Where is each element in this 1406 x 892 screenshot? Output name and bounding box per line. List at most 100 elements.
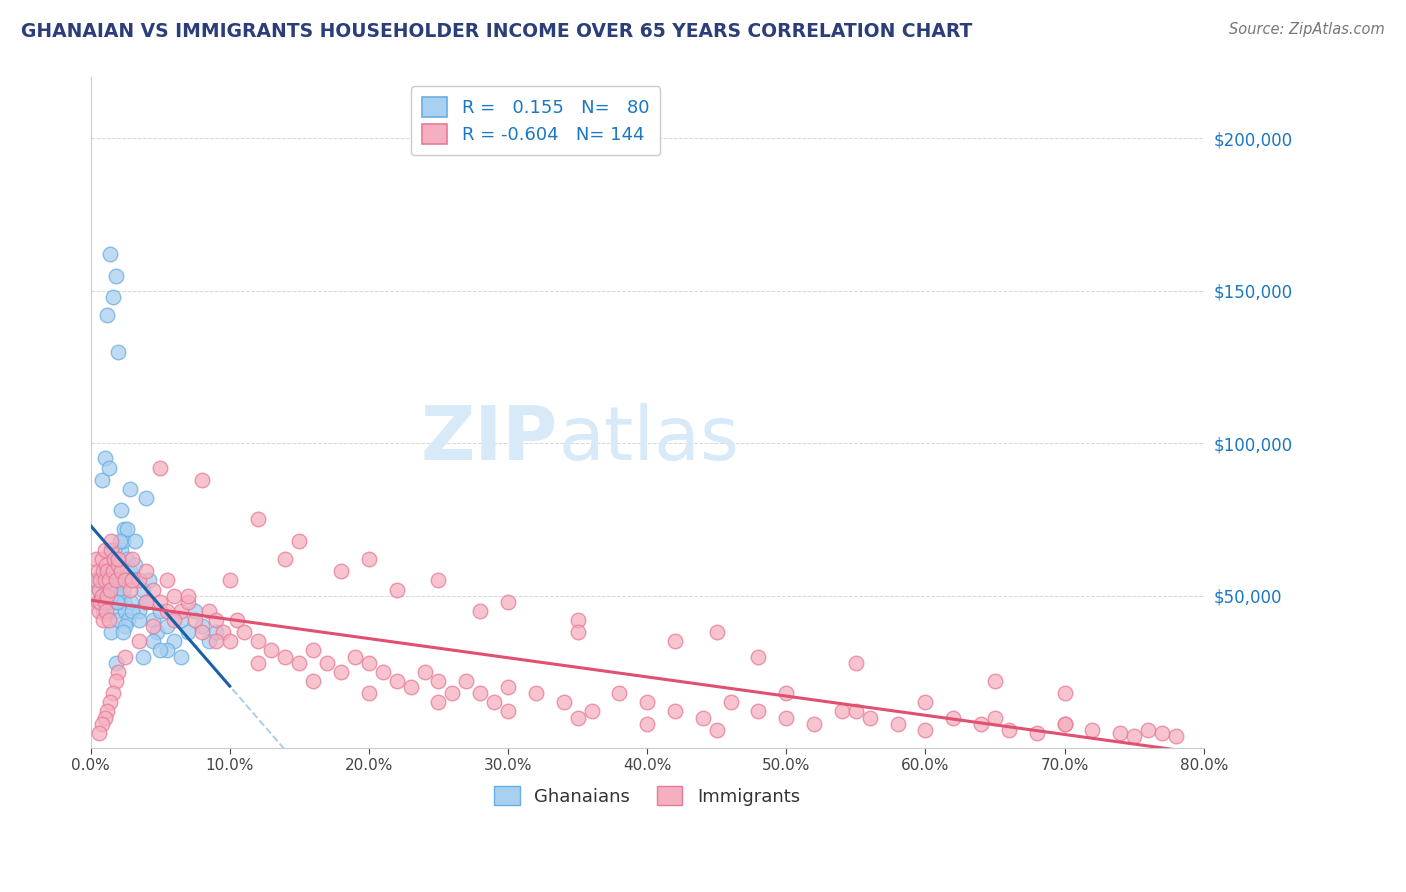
- Point: [93, 595, 115, 609]
- Point: [107, 344, 129, 359]
- Point: [135, 491, 157, 505]
- Point: [288, 533, 311, 548]
- Point: [191, 619, 214, 633]
- Point: [232, 625, 254, 640]
- Point: [90, 716, 112, 731]
- Point: [98, 247, 121, 261]
- Point: [427, 695, 450, 709]
- Point: [205, 613, 228, 627]
- Point: [114, 649, 136, 664]
- Point: [1164, 729, 1187, 743]
- Point: [184, 613, 207, 627]
- Point: [120, 595, 142, 609]
- Point: [177, 595, 200, 609]
- Point: [163, 589, 186, 603]
- Point: [427, 574, 450, 588]
- Point: [706, 723, 728, 737]
- Point: [128, 604, 150, 618]
- Point: [105, 582, 128, 597]
- Text: atlas: atlas: [558, 403, 740, 476]
- Point: [87, 726, 110, 740]
- Point: [100, 533, 122, 548]
- Point: [274, 552, 297, 566]
- Point: [142, 619, 165, 633]
- Point: [246, 512, 269, 526]
- Point: [86, 574, 108, 588]
- Point: [114, 604, 136, 618]
- Point: [914, 723, 936, 737]
- Point: [260, 643, 283, 657]
- Point: [288, 656, 311, 670]
- Point: [94, 604, 117, 618]
- Point: [105, 595, 128, 609]
- Point: [984, 673, 1007, 688]
- Point: [111, 582, 134, 597]
- Point: [567, 613, 589, 627]
- Point: [135, 564, 157, 578]
- Point: [205, 634, 228, 648]
- Point: [845, 705, 868, 719]
- Point: [775, 710, 797, 724]
- Point: [103, 552, 125, 566]
- Point: [1123, 729, 1146, 743]
- Point: [110, 503, 132, 517]
- Point: [108, 595, 131, 609]
- Point: [96, 705, 118, 719]
- Point: [330, 564, 353, 578]
- Point: [156, 643, 179, 657]
- Point: [482, 695, 505, 709]
- Point: [316, 656, 339, 670]
- Point: [93, 542, 115, 557]
- Point: [156, 604, 179, 618]
- Point: [496, 595, 519, 609]
- Point: [496, 680, 519, 694]
- Point: [205, 625, 228, 640]
- Point: [636, 716, 658, 731]
- Point: [142, 634, 165, 648]
- Point: [100, 625, 122, 640]
- Point: [142, 582, 165, 597]
- Point: [1150, 726, 1173, 740]
- Point: [1053, 716, 1076, 731]
- Point: [1137, 723, 1160, 737]
- Point: [93, 574, 115, 588]
- Legend: Ghanaians, Immigrants: Ghanaians, Immigrants: [488, 779, 807, 813]
- Point: [831, 705, 853, 719]
- Point: [97, 570, 120, 584]
- Point: [101, 564, 124, 578]
- Point: [553, 695, 575, 709]
- Point: [114, 619, 136, 633]
- Point: [100, 574, 122, 588]
- Point: [385, 673, 408, 688]
- Point: [124, 558, 146, 573]
- Point: [149, 643, 172, 657]
- Point: [191, 625, 214, 640]
- Point: [302, 673, 325, 688]
- Point: [87, 604, 110, 618]
- Point: [121, 604, 143, 618]
- Point: [118, 564, 141, 578]
- Point: [170, 604, 193, 618]
- Point: [581, 705, 603, 719]
- Point: [142, 613, 165, 627]
- Point: [1109, 726, 1132, 740]
- Point: [101, 686, 124, 700]
- Point: [121, 574, 143, 588]
- Point: [470, 604, 492, 618]
- Point: [90, 473, 112, 487]
- Point: [225, 613, 247, 627]
- Point: [1025, 726, 1047, 740]
- Point: [101, 576, 124, 591]
- Point: [413, 665, 436, 679]
- Point: [128, 634, 150, 648]
- Point: [845, 656, 868, 670]
- Point: [97, 574, 120, 588]
- Point: [567, 625, 589, 640]
- Point: [1053, 716, 1076, 731]
- Point: [177, 589, 200, 603]
- Point: [105, 595, 128, 609]
- Point: [90, 589, 112, 603]
- Point: [91, 613, 114, 627]
- Point: [118, 582, 141, 597]
- Point: [524, 686, 547, 700]
